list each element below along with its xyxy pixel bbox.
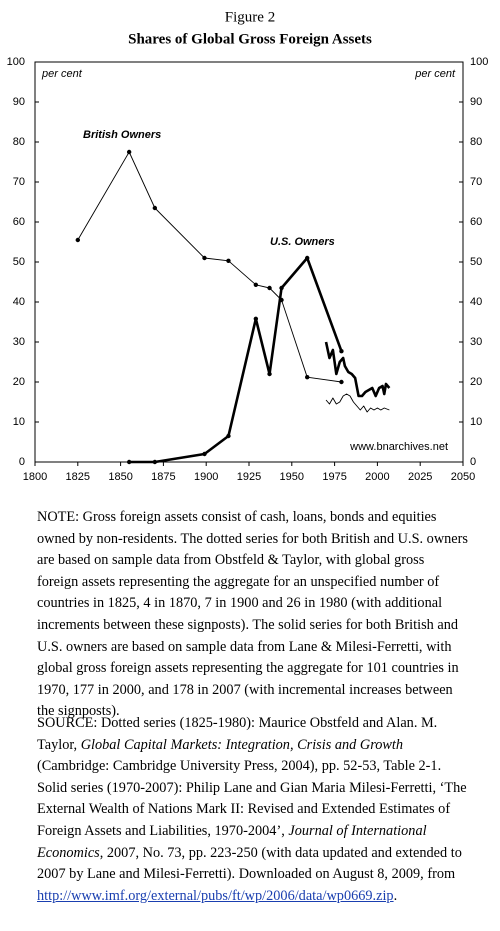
y-tick-label: 80 <box>13 136 25 148</box>
data-point <box>202 255 207 261</box>
plot-frame <box>34 61 464 463</box>
y-tick-label: 10 <box>13 416 25 428</box>
data-point <box>152 205 158 211</box>
y-tick-label: 40 <box>13 296 25 308</box>
y2-tick-label: 0 <box>470 456 476 468</box>
y2-tick-label: 10 <box>470 416 482 428</box>
data-point <box>126 459 132 465</box>
annotation: U.S. Owners <box>270 236 335 248</box>
y2-tick-label: 100 <box>470 56 488 68</box>
data-point <box>253 316 259 321</box>
y2-tick-label: 70 <box>470 176 482 188</box>
data-point <box>279 285 284 291</box>
credit: www.bnarchives.net <box>349 441 448 453</box>
y-tick-label: 90 <box>13 96 25 108</box>
data-point <box>267 371 272 377</box>
note: NOTE: Gross foreign assets consist of ca… <box>37 509 468 720</box>
annotation: British Owners <box>83 129 161 141</box>
series-line <box>77 151 342 383</box>
y-tick-label: 60 <box>13 216 25 228</box>
data-point <box>75 237 81 243</box>
y2-tick-label: 30 <box>470 336 482 348</box>
y-unit: per cent <box>41 68 83 80</box>
data-point <box>226 433 231 439</box>
source-link[interactable]: http://www.imf.org/external/pubs/ft/wp/2… <box>37 887 394 904</box>
x-tick-label: 1925 <box>237 471 261 483</box>
x-tick-label: 2025 <box>408 471 432 483</box>
chart-title: Shares of Global Gross Foreign Assets <box>128 31 372 47</box>
source-text: SOURCE: Dotted series (1825-1980): Mauri… <box>37 715 438 753</box>
source-text: , 2007, No. 73, pp. 223-250 (with data u… <box>37 844 462 883</box>
y-tick-label: 70 <box>13 176 25 188</box>
data-point <box>305 375 310 380</box>
data-point <box>267 285 272 291</box>
data-point <box>305 255 310 261</box>
y2-unit: per cent <box>414 68 456 80</box>
source-journal: Journal of International Economics <box>37 822 427 861</box>
data-point <box>339 349 344 354</box>
data-point <box>152 459 158 465</box>
x-tick-label: 1875 <box>151 471 175 483</box>
x-tick-label: 1825 <box>66 471 90 483</box>
chart: Figure 2 Shares of Global Gross Foreign … <box>7 9 489 483</box>
y-tick-label: 20 <box>13 376 25 388</box>
data-point <box>226 258 231 263</box>
y-tick-label: 30 <box>13 336 25 348</box>
x-tick-label: 1850 <box>108 471 132 483</box>
x-tick-label: 1950 <box>280 471 304 483</box>
y2-tick-label: 80 <box>470 136 482 148</box>
y2-tick-label: 90 <box>470 96 482 108</box>
series-line <box>325 393 390 413</box>
data-point <box>202 451 207 457</box>
y2-tick-label: 20 <box>470 376 482 388</box>
x-tick-label: 2000 <box>365 471 389 483</box>
source-text: (Cambridge: Cambridge University Press, … <box>37 758 467 839</box>
data-point <box>339 379 344 385</box>
series-line <box>324 341 391 398</box>
data-point <box>126 149 132 155</box>
source-text: . <box>393 887 398 904</box>
y2-tick-label: 40 <box>470 296 482 308</box>
source: SOURCE: Dotted series (1825-1980): Mauri… <box>37 713 469 907</box>
data-point <box>253 282 259 287</box>
y2-tick-label: 50 <box>470 256 482 268</box>
y-tick-label: 100 <box>7 56 25 68</box>
x-tick-label: 1900 <box>194 471 218 483</box>
source-title: Global Capital Markets: Integration, Cri… <box>80 736 404 753</box>
figure-label: Figure 2 <box>225 9 275 25</box>
series-line <box>129 256 343 464</box>
x-tick-label: 1800 <box>23 471 47 483</box>
y-tick-label: 50 <box>13 256 25 268</box>
x-tick-label: 1975 <box>322 471 346 483</box>
y2-tick-label: 60 <box>470 216 482 228</box>
x-tick-label: 2050 <box>451 471 475 483</box>
y-tick-label: 0 <box>19 456 25 468</box>
